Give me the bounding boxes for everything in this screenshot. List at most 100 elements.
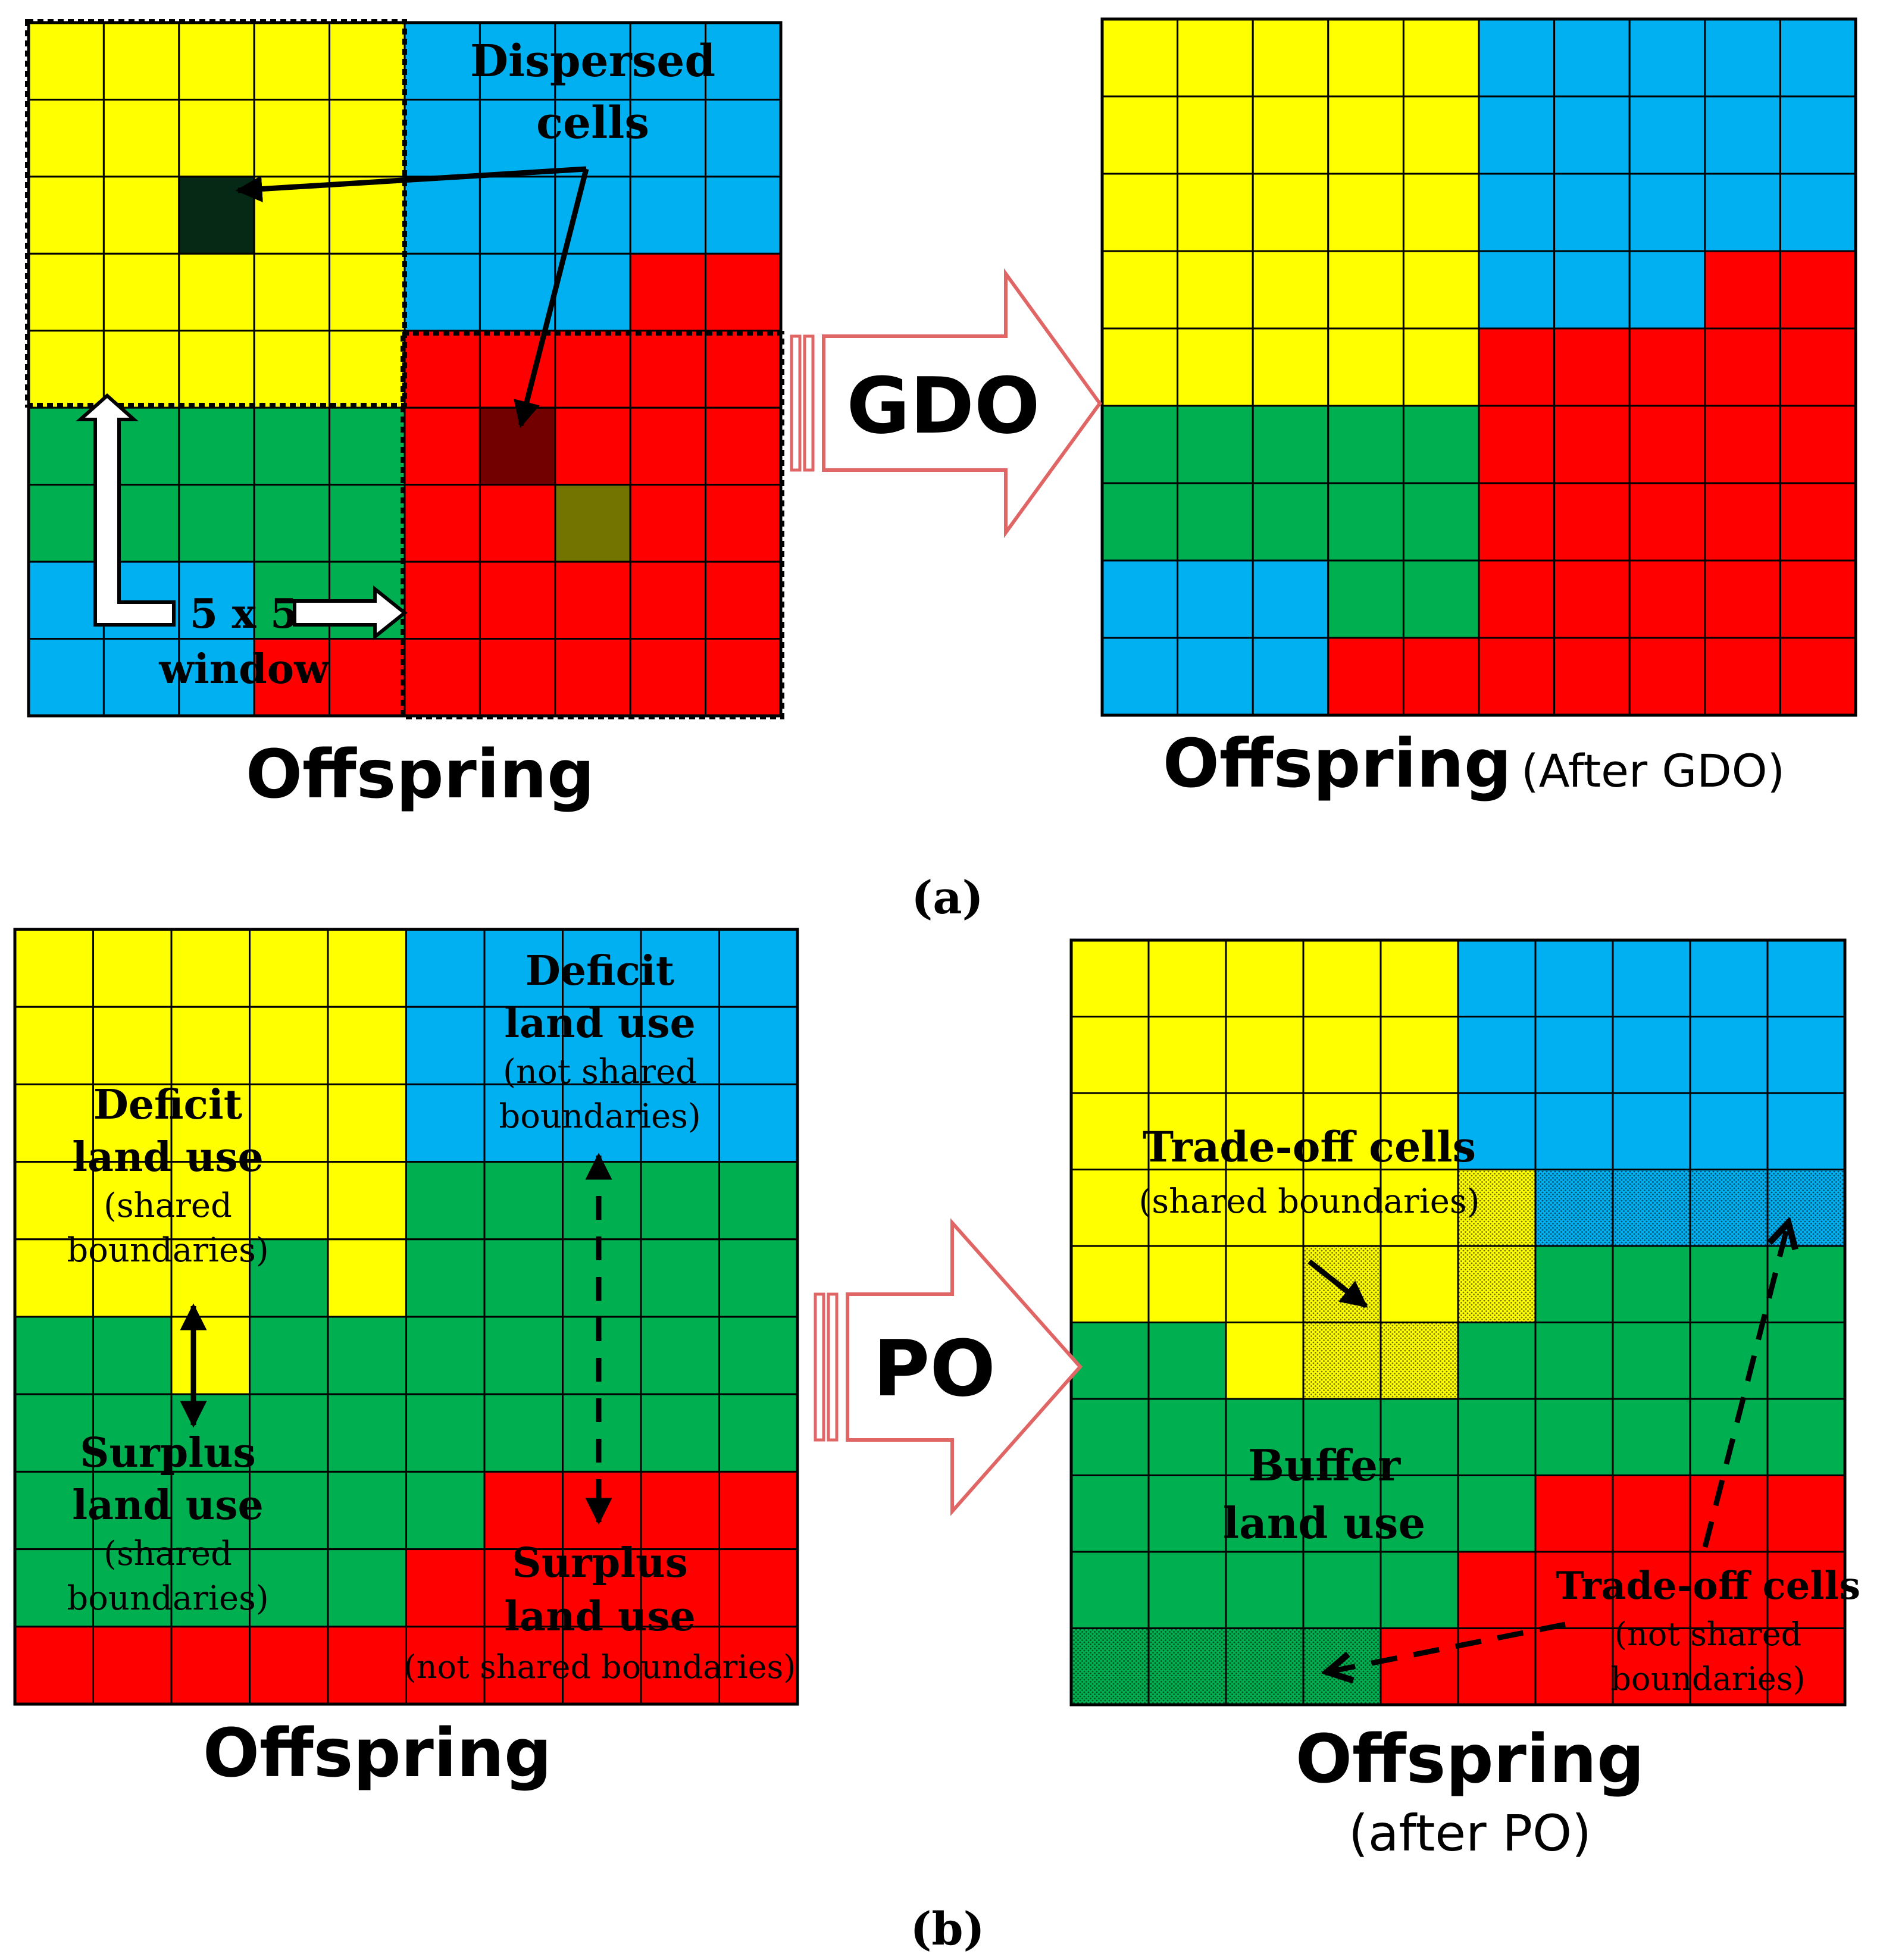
cell-blue <box>1612 1016 1691 1094</box>
cell-green <box>405 1161 486 1241</box>
grid-a-right <box>1100 17 1857 717</box>
cell-green <box>1612 1245 1691 1323</box>
cell-green <box>92 1316 173 1395</box>
window-yellow-outline <box>25 19 407 408</box>
cell-yellow <box>1147 939 1227 1017</box>
cell-green <box>1402 559 1480 639</box>
cell-green <box>1612 1322 1691 1400</box>
cell-yellow <box>178 252 255 332</box>
cell-green <box>562 1238 642 1318</box>
cell-green <box>640 1161 720 1241</box>
cell-blue <box>718 1083 799 1163</box>
cell-green <box>1070 1551 1150 1629</box>
cell-red <box>1766 1474 1846 1553</box>
cell-yellow <box>1147 1245 1227 1323</box>
cell-green <box>640 1393 720 1473</box>
cell-green <box>249 1393 329 1473</box>
cell-blue <box>27 638 105 717</box>
cell-red <box>403 638 481 717</box>
cell-green <box>27 484 105 563</box>
cell-yellow <box>178 21 255 101</box>
cell-red <box>1478 482 1556 562</box>
cell-red <box>1704 327 1781 407</box>
caption-b: (b) <box>910 1902 984 1955</box>
cell-green <box>1225 1474 1305 1553</box>
cell-red <box>405 1626 486 1705</box>
label-dispersed: Dispersed <box>470 36 715 87</box>
label-surplus-ns-3: (not shared boundaries) <box>404 1648 796 1686</box>
cell-red <box>403 561 481 640</box>
cell-green <box>718 1161 799 1241</box>
window-up-arrow <box>76 393 176 627</box>
cell-yellow <box>327 928 407 1008</box>
grid-border <box>1069 938 1847 1707</box>
cell-green <box>178 406 255 486</box>
cell-blue <box>629 176 707 255</box>
cell-red <box>329 638 406 717</box>
cell-red <box>554 638 631 717</box>
tradeoff-cell-dots <box>1534 1169 1614 1247</box>
cell-red <box>705 252 782 332</box>
cell-yellow <box>327 1161 407 1241</box>
cell-blue <box>1628 173 1706 252</box>
cell-red <box>14 1626 94 1705</box>
cell-green <box>1379 1551 1459 1629</box>
cell-yellow <box>1327 18 1404 98</box>
cell-green <box>1379 1474 1459 1553</box>
cell-green <box>1147 1551 1227 1629</box>
cell-green <box>1101 405 1179 484</box>
cell-green <box>1225 1398 1305 1476</box>
cell-red <box>1628 482 1706 562</box>
cell-green <box>483 1393 564 1473</box>
cell-green <box>253 484 331 563</box>
cell-red <box>640 1470 720 1551</box>
cell-red <box>483 1626 564 1705</box>
cell-red <box>718 1548 799 1628</box>
tradeoff-cell-dots <box>1302 1322 1382 1400</box>
cell-blue <box>1534 1092 1614 1170</box>
cell-blue <box>1628 18 1706 98</box>
title-a-right-suffix: (After GDO) <box>1521 744 1785 797</box>
cell-green <box>405 1470 486 1551</box>
cell-red <box>483 1470 564 1551</box>
cell-red <box>1779 559 1857 639</box>
cell-green <box>1689 1245 1769 1323</box>
tradeoff-cell-dots <box>1457 1245 1537 1323</box>
cell-green <box>718 1316 799 1395</box>
cell-yellow <box>27 252 105 332</box>
cell-yellow <box>1402 327 1480 407</box>
cell-red <box>629 561 707 640</box>
cell-yellow <box>1070 1016 1150 1094</box>
cell-red <box>1779 637 1857 716</box>
cell-red <box>1779 327 1857 407</box>
cell-yellow <box>92 928 173 1008</box>
cell-red <box>1704 405 1781 484</box>
cell-green <box>1177 482 1254 562</box>
cell-yellow <box>1070 1169 1150 1247</box>
cell-yellow <box>170 928 251 1008</box>
cell-blue <box>1553 18 1631 98</box>
cell-blue <box>405 1006 486 1085</box>
cell-yellow <box>329 330 406 409</box>
label-tradeoff-shared-2: (shared boundaries) <box>1139 1182 1480 1221</box>
cell-red <box>403 406 481 486</box>
cell-yellow <box>1101 173 1179 252</box>
tradeoff-shared-arrow <box>1307 1259 1368 1308</box>
cell-green <box>1147 1398 1227 1476</box>
label-surplus-shared-2: land use <box>72 1482 264 1529</box>
cell-blue <box>1704 18 1781 98</box>
cell-green <box>1070 1398 1150 1476</box>
cell-yellow <box>1402 173 1480 252</box>
cell-blue <box>1101 637 1179 716</box>
cell-yellow <box>1252 18 1330 98</box>
grid-border <box>13 928 799 1706</box>
cell-yellow <box>170 1006 251 1085</box>
cell-green <box>1534 1398 1614 1476</box>
cell-blue <box>1779 173 1857 252</box>
cell-red <box>1534 1627 1614 1706</box>
cell-yellow <box>253 252 331 332</box>
cell-yellow <box>14 1161 94 1241</box>
cell-yellow <box>1402 250 1480 330</box>
cell-green <box>640 1316 720 1395</box>
label-buffer-2: land use <box>1223 1498 1425 1548</box>
